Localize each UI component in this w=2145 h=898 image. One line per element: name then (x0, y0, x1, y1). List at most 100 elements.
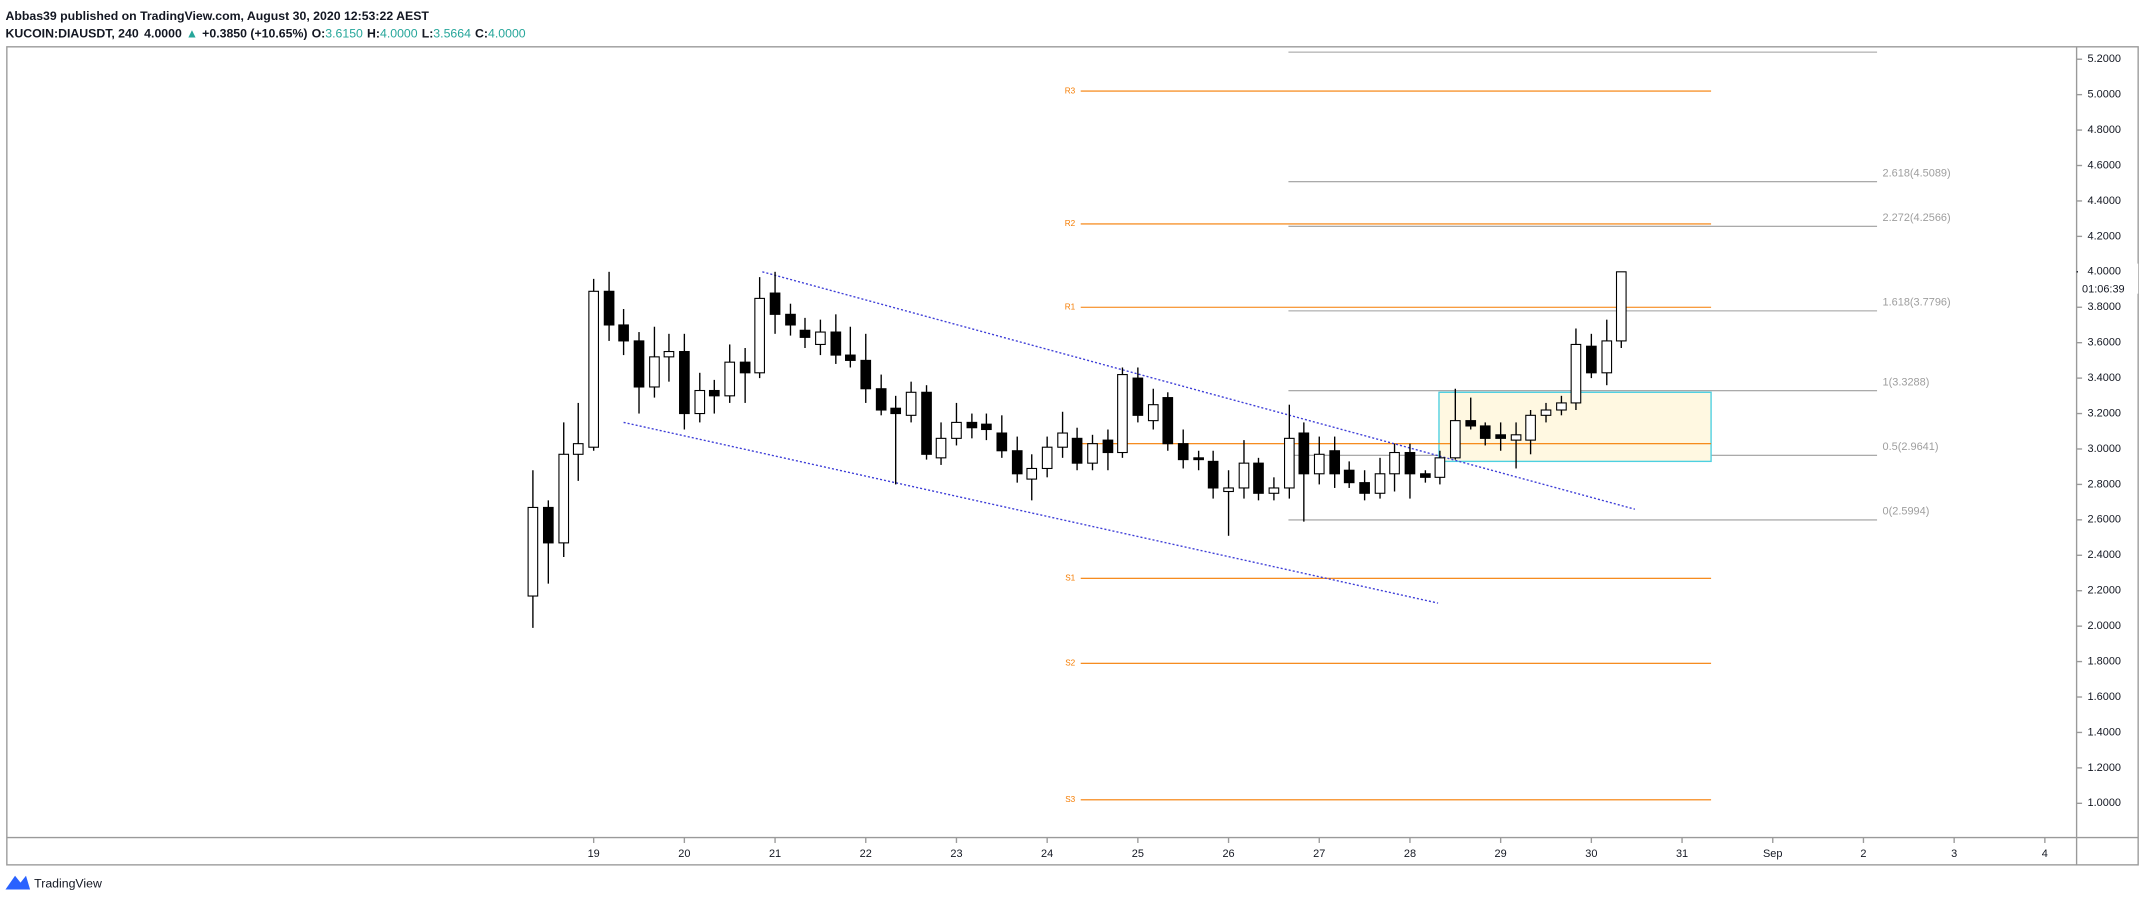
last-price-box (2077, 263, 2139, 294)
open-value: 3.6150 (325, 27, 363, 41)
candle-body (1117, 374, 1128, 454)
candle-body (890, 407, 902, 415)
candle-body (679, 350, 690, 415)
x-tick-label: 22 (860, 848, 872, 860)
candle (785, 303, 796, 336)
candle-body (845, 354, 856, 361)
x-tick-label: 3 (1951, 848, 1957, 860)
candle (618, 309, 629, 356)
y-tick-label: 4.6000 (2088, 159, 2121, 171)
candle (875, 374, 887, 416)
x-tick-label: 28 (1404, 848, 1416, 860)
candle (1102, 429, 1114, 471)
candle (1057, 411, 1068, 458)
candle-body (966, 421, 978, 429)
candle-body (558, 453, 570, 544)
candle-body (1011, 450, 1023, 475)
y-tick-label: 1.8000 (2088, 655, 2121, 667)
candle-body (603, 290, 615, 326)
candle-body (1057, 432, 1068, 448)
candle (724, 344, 736, 403)
low-label: L: (422, 27, 434, 41)
candle (1404, 443, 1416, 499)
candle-body (633, 340, 645, 388)
candle (1615, 271, 1627, 348)
candle-body (1026, 467, 1038, 480)
symbol: KUCOIN:DIAUSDT, 240 (5, 27, 138, 41)
fib-label: 2.272(4.2566) (1883, 212, 1951, 224)
y-tick-label: 3.6000 (2088, 337, 2121, 349)
candle-body (1540, 409, 1552, 416)
candle (1479, 422, 1491, 446)
candle-body (1525, 414, 1536, 441)
candle-body (1434, 457, 1446, 478)
y-tick-label: 2.2000 (2088, 585, 2121, 597)
x-tick-label: 24 (1041, 848, 1053, 860)
candle (966, 413, 978, 439)
candle-body (830, 331, 842, 356)
candle (558, 422, 570, 558)
candle-body (1268, 487, 1280, 494)
candle (708, 379, 720, 414)
candle (1238, 440, 1250, 499)
change: +0.3850 (+10.65%) (202, 27, 307, 41)
high-value: 4.0000 (380, 27, 418, 41)
candle-body (572, 443, 584, 455)
candle (1510, 422, 1522, 469)
candle (799, 317, 811, 348)
candle-body (1071, 437, 1083, 464)
candle-body (1601, 340, 1613, 374)
fib-label: 1.618(3.7796) (1883, 297, 1951, 309)
y-tick-label: 3.0000 (2088, 443, 2121, 455)
chart-frame (6, 46, 2139, 866)
candle (1359, 470, 1370, 501)
candle (694, 372, 706, 423)
y-tick-label: 1.4000 (2088, 726, 2121, 738)
candle-body (1147, 404, 1159, 422)
candle (679, 333, 690, 430)
candle-body (1495, 434, 1506, 439)
candle-body (527, 506, 539, 597)
candle-body (618, 324, 629, 342)
candle-body (1162, 397, 1174, 445)
x-tick-label: 29 (1495, 848, 1507, 860)
candle (542, 500, 554, 584)
x-tick-label: 30 (1585, 848, 1597, 860)
candle (633, 332, 645, 414)
low-value: 3.5664 (433, 27, 471, 41)
candle-body (1359, 482, 1370, 494)
y-tick-label: 4.4000 (2088, 195, 2121, 207)
x-tick-label: Sep (1763, 848, 1782, 860)
pivot-label: S1 (1065, 573, 1075, 582)
candle (981, 413, 992, 441)
candle (663, 333, 675, 382)
y-tick-label: 5.2000 (2088, 53, 2121, 65)
y-tick-label: 2.8000 (2088, 478, 2121, 490)
fib-label: 2.618(4.5089) (1883, 167, 1951, 179)
candle (1329, 436, 1341, 488)
candle-body (1253, 462, 1264, 494)
candle-body (1374, 473, 1386, 494)
candle-body (724, 361, 736, 397)
brand: TradingView (34, 876, 102, 890)
pivot-label: R1 (1065, 302, 1076, 311)
candle (572, 402, 584, 481)
candle (1283, 404, 1295, 499)
candle (1041, 436, 1053, 478)
candle-body (935, 437, 947, 459)
candle (1011, 436, 1023, 483)
candle-body (1343, 469, 1355, 484)
y-tick-label: 2.0000 (2088, 620, 2121, 632)
footer-logo: TradingView (5, 875, 102, 890)
channel-line (762, 271, 1636, 510)
last-price: 4.0000 (144, 27, 182, 41)
candle-body (860, 359, 872, 390)
candle (1434, 450, 1446, 485)
x-tick-label: 19 (588, 848, 600, 860)
candle (1556, 395, 1567, 416)
candle (815, 319, 826, 356)
y-tick-label: 1.0000 (2088, 797, 2121, 809)
x-tick-label: 26 (1222, 848, 1234, 860)
candle (905, 381, 917, 423)
candle-body (542, 506, 554, 544)
